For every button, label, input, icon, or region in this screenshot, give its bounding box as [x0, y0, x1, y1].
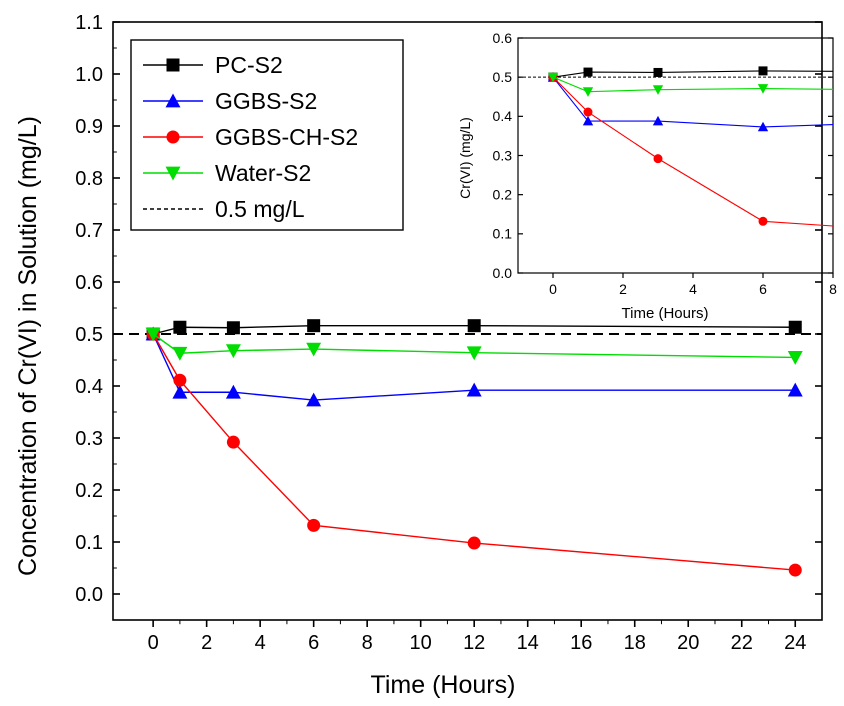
legend-label: Water-S2 — [215, 160, 311, 186]
inset-y-tick-label: 0.2 — [493, 187, 513, 203]
inset-point-pc-s2 — [583, 67, 593, 77]
main-point-water-s2 — [225, 344, 241, 359]
main-point-ggbs-s2 — [225, 384, 241, 399]
main-y-tick-label: 0.5 — [75, 324, 103, 346]
main-point-ggbs-s2 — [172, 384, 188, 399]
inset-y-tick-label: 0.1 — [493, 226, 513, 242]
inset-point-ggbs-s2 — [582, 115, 594, 126]
main-point-pc-s2 — [788, 320, 802, 334]
main-point-ggbs-ch-s2 — [788, 563, 802, 577]
inset-x-tick-label: 2 — [619, 281, 627, 297]
main-x-tick-label: 24 — [784, 632, 806, 654]
main-x-axis-title: Time (Hours) — [371, 671, 516, 699]
main-y-tick-label: 0.4 — [75, 376, 103, 398]
main-point-water-s2 — [306, 342, 322, 357]
main-y-tick-label: 0.0 — [75, 584, 103, 606]
inset-point-water-s2 — [757, 84, 769, 94]
inset-point-water-s2 — [547, 72, 559, 83]
main-point-pc-s2 — [226, 321, 240, 335]
main-y-tick-label: 0.9 — [75, 116, 103, 138]
inset-plot-frame — [517, 37, 834, 274]
inset-point-ggbs-s2 — [652, 115, 664, 126]
main-point-ggbs-ch-s2 — [173, 373, 187, 387]
inset-series-line-water-s2 — [552, 76, 834, 93]
inset-y-tick-label: 0.5 — [493, 69, 513, 85]
main-point-ggbs-ch-s2 — [467, 536, 481, 550]
main-x-tick-label: 10 — [410, 632, 432, 654]
main-point-ggbs-s2 — [787, 382, 803, 397]
main-y-tick-label: 1.0 — [75, 64, 103, 86]
inset-point-pc-s2 — [758, 66, 768, 76]
legend-label: PC-S2 — [215, 52, 283, 78]
inset-series-line-ggbs-s2 — [552, 76, 834, 128]
legend-label: GGBS-CH-S2 — [215, 124, 358, 150]
inset-point-ggbs-ch-s2 — [583, 107, 593, 117]
main-x-tick-label: 2 — [201, 632, 212, 654]
inset-series-line-pc-s2 — [552, 70, 834, 78]
inset-point-ggbs-ch-s2 — [653, 154, 663, 164]
main-y-axis-title: Concentration of Cr(VI) in Solution (mg/… — [14, 116, 42, 576]
inset-x-tick-label: 8 — [829, 281, 837, 297]
main-x-tick-label: 16 — [570, 632, 592, 654]
inset-y-tick-label: 0.3 — [493, 147, 513, 163]
inset-point-water-s2 — [652, 85, 664, 95]
main-point-ggbs-ch-s2 — [226, 435, 240, 449]
main-x-tick-label: 6 — [308, 632, 319, 654]
main-y-tick-label: 0.2 — [75, 480, 103, 502]
main-x-tick-label: 18 — [624, 632, 646, 654]
main-y-tick-label: 0.1 — [75, 532, 103, 554]
main-x-tick-label: 12 — [463, 632, 485, 654]
main-plot-frame — [112, 21, 823, 621]
legend-marker — [165, 93, 181, 108]
main-y-tick-label: 0.8 — [75, 168, 103, 190]
legend-marker — [166, 58, 180, 72]
main-point-ggbs-s2 — [466, 382, 482, 397]
main-y-tick-label: 1.1 — [75, 12, 103, 34]
main-point-pc-s2 — [307, 319, 321, 333]
main-point-water-s2 — [787, 351, 803, 365]
main-y-tick-label: 0.7 — [75, 220, 103, 242]
inset-y-tick-label: 0.0 — [493, 265, 513, 281]
main-point-water-s2 — [466, 346, 482, 361]
main-x-tick-label: 14 — [517, 632, 539, 654]
main-point-ggbs-s2 — [306, 392, 322, 407]
main-x-tick-label: 20 — [677, 632, 699, 654]
main-x-tick-label: 22 — [731, 632, 753, 654]
inset-x-tick-label: 6 — [759, 281, 767, 297]
main-point-water-s2 — [172, 346, 188, 361]
legend-label-reference: 0.5 mg/L — [215, 196, 305, 222]
inset-x-tick-label: 0 — [549, 281, 557, 297]
main-x-tick-label: 0 — [148, 632, 159, 654]
inset-y-tick-label: 0.4 — [493, 108, 513, 124]
legend-marker — [165, 166, 181, 181]
inset-point-ggbs-ch-s2 — [758, 216, 768, 226]
inset-y-axis-title: Cr(VI) (mg/L) — [457, 117, 473, 199]
inset-x-tick-label: 4 — [689, 281, 697, 297]
main-point-ggbs-ch-s2 — [307, 518, 321, 532]
main-y-tick-label: 0.3 — [75, 428, 103, 450]
main-series-line-ggbs-ch-s2 — [152, 333, 796, 571]
main-point-pc-s2 — [173, 320, 187, 334]
main-point-pc-s2 — [467, 319, 481, 333]
inset-point-pc-s2 — [653, 67, 663, 77]
inset-point-water-s2 — [582, 87, 594, 97]
inset-y-tick-label: 0.6 — [493, 30, 513, 46]
main-x-tick-label: 4 — [255, 632, 266, 654]
inset-point-ggbs-s2 — [757, 121, 769, 132]
main-y-tick-label: 0.6 — [75, 272, 103, 294]
legend-label: GGBS-S2 — [215, 88, 317, 114]
inset-x-axis-title: Time (Hours) — [622, 305, 709, 322]
main-point-water-s2 — [145, 327, 161, 342]
legend-marker — [166, 130, 180, 144]
inset-series-line-ggbs-ch-s2 — [552, 76, 834, 227]
main-x-tick-label: 8 — [362, 632, 373, 654]
